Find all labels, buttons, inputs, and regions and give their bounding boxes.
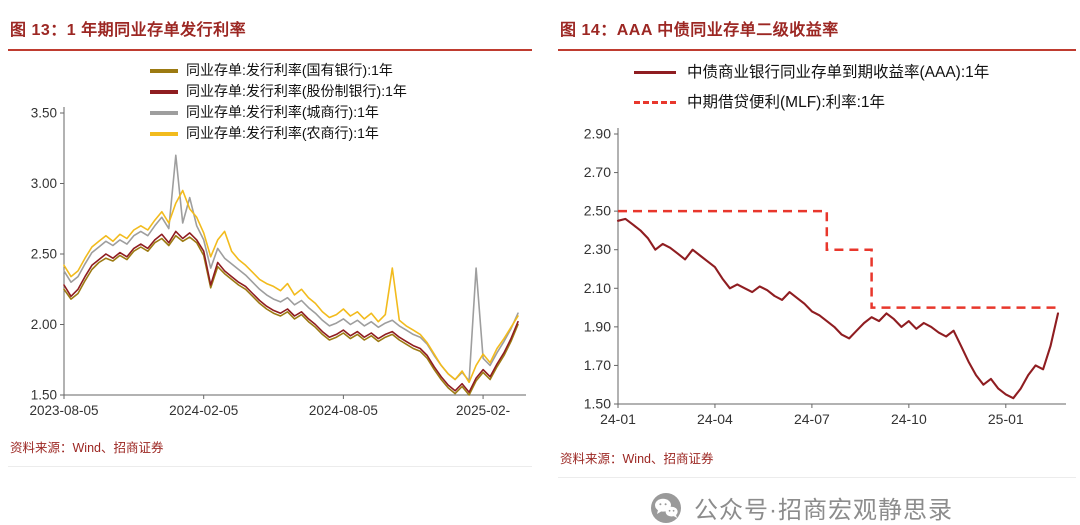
legend-item: 中债商业银行同业存单到期收益率(AAA):1年 — [634, 61, 1076, 84]
fig13-legend: 同业存单:发行利率(国有银行):1年 同业存单:发行利率(股份制银行):1年 同… — [150, 61, 407, 143]
legend-item: 同业存单:发行利率(农商行):1年 — [150, 124, 407, 143]
legend-label: 中期借贷便利(MLF):利率:1年 — [687, 94, 886, 111]
x-tick-label: 2025-02- — [456, 403, 510, 418]
fig13-chart-area: 1.50 2.00 2.50 3.00 3.50 2023-08-05 2024-02-05… — [8, 51, 532, 423]
figure-14: 图 14：AAA 中债同业存单二级收益率 中债商业银行同业存单到期收益率(AAA… — [558, 6, 1076, 525]
series-line-0 — [616, 217, 1060, 400]
x-tick-label: 24-10 — [891, 411, 927, 427]
y-tick-label: 2.70 — [584, 164, 611, 180]
legend-swatch — [150, 68, 178, 73]
fig14-chart: 1.50 1.70 1.90 2.10 2.30 2.50 2.70 2.90 24-01 24-… — [584, 126, 1066, 427]
series-line-0 — [63, 234, 519, 396]
y-tick-label: 2.00 — [31, 317, 57, 332]
fig14-title-underline — [558, 49, 1076, 51]
legend-label: 同业存单:发行利率(农商行):1年 — [186, 125, 379, 141]
series-line-3 — [63, 189, 519, 384]
series-line-1 — [63, 230, 519, 394]
series-line-2 — [63, 154, 519, 382]
x-tick-label: 25-01 — [988, 411, 1024, 427]
x-tick-label: 24-01 — [600, 411, 636, 427]
x-tick-label: 2024-02-05 — [169, 403, 238, 418]
fig13-title: 图 13：1 年期同业存单发行利率 — [10, 22, 247, 39]
y-tick-label: 3.50 — [31, 106, 57, 121]
legend-item: 同业存单:发行利率(国有银行):1年 — [150, 61, 407, 80]
x-tick-label: 24-04 — [697, 411, 733, 427]
y-tick-label: 2.90 — [584, 126, 611, 142]
fig14-title: 图 14：AAA 中债同业存单二级收益率 — [560, 22, 839, 39]
legend-item: 同业存单:发行利率(股份制银行):1年 — [150, 82, 407, 101]
fig13-chart: 1.50 2.00 2.50 3.00 3.50 2023-08-05 2024-02-05… — [29, 106, 526, 418]
y-tick-label: 2.10 — [584, 280, 611, 296]
y-tick-label: 1.70 — [584, 357, 611, 373]
y-tick-label: 2.50 — [584, 203, 611, 219]
x-tick-label: 2023-08-05 — [29, 403, 98, 418]
y-tick-label: 2.30 — [584, 241, 611, 257]
x-tick-label: 2024-08-05 — [309, 403, 378, 418]
fig13-title-underline — [8, 49, 532, 51]
y-tick-label: 2.50 — [31, 247, 57, 262]
legend-label: 同业存单:发行利率(国有银行):1年 — [186, 62, 393, 78]
legend-label: 同业存单:发行利率(股份制银行):1年 — [186, 83, 407, 99]
fig14-legend: 中债商业银行同业存单到期收益率(AAA):1年 中期借贷便利(MLF):利率:1… — [634, 61, 1076, 114]
y-tick-label: 1.50 — [31, 388, 57, 403]
legend-line-sample-dashed — [634, 101, 676, 104]
y-tick-label: 1.90 — [584, 318, 611, 334]
y-tick-label: 3.00 — [31, 176, 57, 191]
legend-label: 同业存单:发行利率(城商行):1年 — [186, 104, 379, 120]
step-line-0 — [618, 209, 1058, 309]
legend-swatch — [150, 110, 178, 115]
figure-13: 图 13：1 年期同业存单发行利率 1.50 2.00 2.50 3.00 3.50 20… — [8, 6, 532, 525]
y-tick-label: 1.50 — [584, 396, 611, 412]
x-tick-label: 24-07 — [794, 411, 830, 427]
legend-swatch — [150, 89, 178, 94]
legend-label: 中债商业银行同业存单到期收益率(AAA):1年 — [687, 64, 990, 81]
legend-item: 同业存单:发行利率(城商行):1年 — [150, 103, 407, 122]
wechat-icon — [651, 492, 681, 523]
legend-item: 中期借贷便利(MLF):利率:1年 — [634, 91, 1076, 114]
legend-swatch — [150, 131, 178, 136]
wechat-watermark: 公众号·招商宏观静思录 — [650, 490, 1076, 525]
legend-line-sample-solid — [634, 71, 676, 74]
fig14-source-note: 资料来源：Wind、招商证券 — [558, 434, 1076, 478]
fig13-source-note: 资料来源：Wind、招商证券 — [8, 423, 532, 467]
watermark-text: 公众号·招商宏观静思录 — [694, 497, 953, 524]
